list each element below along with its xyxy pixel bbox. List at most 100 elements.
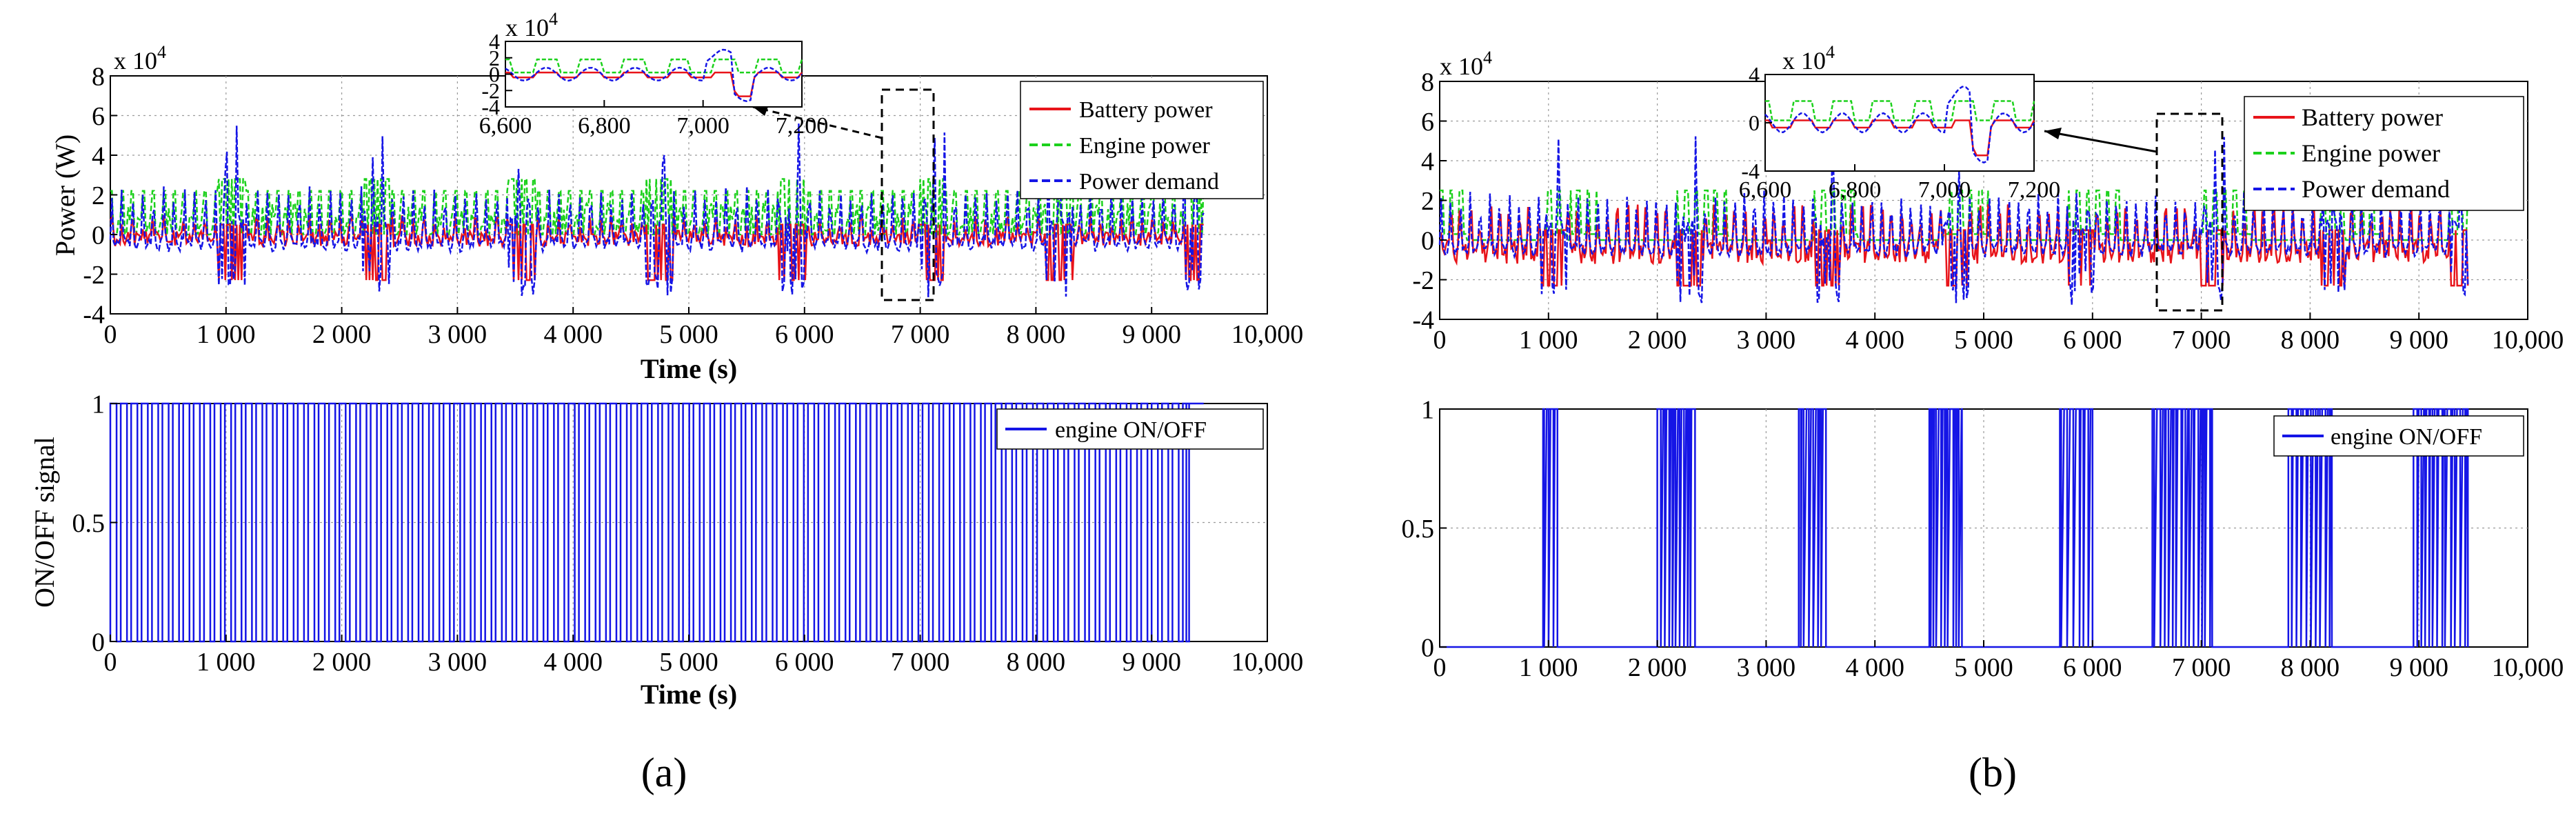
y-tick-label: 4 <box>489 29 500 54</box>
zoom-region-box <box>2155 112 2224 312</box>
inset-series <box>505 48 803 102</box>
legend: Battery power Engine power Power demand <box>1020 81 1264 199</box>
y-axis-label: ON/OFF signal <box>29 437 60 608</box>
x-tick-label: 0 <box>1433 326 1447 355</box>
inset-engine-power <box>1765 100 2035 121</box>
y-tick-label: 2 <box>92 181 105 210</box>
y-tick-label: 0 <box>92 628 105 657</box>
y-tick-label: -4 <box>83 300 105 329</box>
x-tick-label: 7 000 <box>891 320 950 349</box>
x-tick-label: 7 000 <box>2172 326 2231 355</box>
y-tick-label: -4 <box>1741 159 1760 183</box>
inset-chart: 40-4 6,600 6,800 7,000 7,200 x 104 <box>1739 42 2061 203</box>
x-tick-label: 6 000 <box>775 648 834 677</box>
y-tick-labels: 8 6 4 2 0 -2 -4 <box>1412 68 1447 335</box>
inset-frame <box>505 41 803 108</box>
x-tick-label: 10,000 <box>1231 648 1304 677</box>
x-tick-label: 5 000 <box>659 320 718 349</box>
x-tick-label: 4 000 <box>1845 653 1904 682</box>
series-engine-power <box>110 178 1205 237</box>
y-tick-label: 0 <box>1749 110 1760 135</box>
y-tick-labels: 10.50 <box>1402 395 1447 662</box>
legend-label-onoff: engine ON/OFF <box>2331 424 2482 450</box>
series-group <box>1440 408 2469 648</box>
x-tick-label: 6,600 <box>479 113 532 139</box>
x-tick-label: 6,600 <box>1739 177 1792 203</box>
y-multiplier: x 104 <box>114 42 166 74</box>
legend-label-battery: Battery power <box>2302 103 2443 131</box>
multiplier-exponent: 4 <box>1826 42 1835 62</box>
x-tick-label: 4 000 <box>543 648 603 677</box>
inset-power-demand <box>505 48 803 102</box>
x-tick-label: 6 000 <box>775 320 834 349</box>
x-tick-label: 7,000 <box>676 113 729 139</box>
x-tick-label: 9 000 <box>2389 653 2448 682</box>
x-tick-label: 7 000 <box>2172 653 2231 682</box>
y-tick-label: 0 <box>1421 226 1434 255</box>
legend-label-demand: Power demand <box>2302 175 2450 203</box>
x-tick-label: 0 <box>104 320 117 349</box>
x-tick-label: 1 000 <box>1519 326 1578 355</box>
inset-series <box>1764 86 2035 164</box>
series-power-demand <box>109 123 1205 297</box>
x-tick-label: 3 000 <box>428 648 487 677</box>
inset-chart: 420-2-4 6,600 6,800 7,000 7,200 x 104 <box>479 9 829 139</box>
x-tick-label: 5 000 <box>1954 326 2013 355</box>
x-tick-label: 2 000 <box>1628 326 1687 355</box>
x-tick-label: 8 000 <box>1007 648 1066 677</box>
y-tick-label: 1 <box>92 390 105 419</box>
x-tick-label: 7 000 <box>891 648 950 677</box>
x-tick-label: 7,000 <box>1918 177 1971 203</box>
x-tick-label: 10,000 <box>1231 320 1304 349</box>
y-axis-label: Power (W) <box>50 135 81 257</box>
y-tick-label: 8 <box>92 62 105 91</box>
legend: engine ON/OFF <box>996 408 1264 450</box>
y-tick-label: -2 <box>1412 266 1434 295</box>
inset-multiplier: x 104 <box>505 9 558 41</box>
multiplier-exponent: 4 <box>549 9 558 29</box>
x-tick-label: 3 000 <box>1737 653 1796 682</box>
y-tick-label: 0 <box>1421 633 1434 662</box>
x-tick-label: 4 000 <box>1845 326 1904 355</box>
y-multiplier: x 104 <box>1440 48 1492 80</box>
multiplier-text: x 10 <box>114 47 157 74</box>
panel-caption-b: (b) <box>1969 750 2017 795</box>
x-axis-label: Time (s) <box>641 679 737 710</box>
series-engine-onoff <box>109 402 1204 643</box>
inset-y-ticks: 420-2-4 <box>481 29 512 119</box>
multiplier-text: x 10 <box>505 14 549 41</box>
x-tick-label: 10,000 <box>2492 326 2564 355</box>
x-tick-label: 6,800 <box>578 113 631 139</box>
series-group <box>109 123 1205 297</box>
series-group <box>1438 130 2469 306</box>
y-tick-label: 4 <box>1749 62 1760 87</box>
x-tick-label: 10,000 <box>2492 653 2564 682</box>
x-tick-label: 8 000 <box>2281 326 2340 355</box>
legend-label-battery: Battery power <box>1079 97 1213 123</box>
x-tick-label: 5 000 <box>1954 653 2013 682</box>
y-tick-label: 8 <box>1421 68 1434 97</box>
y-tick-labels: 8 6 4 2 0 -2 -4 <box>83 62 117 329</box>
y-tick-labels: 10.50 <box>72 390 117 657</box>
inset-engine-power <box>505 58 803 74</box>
y-tick-label: 2 <box>1421 187 1434 216</box>
x-tick-label: 7,200 <box>776 113 829 139</box>
x-tick-label: 7,200 <box>2008 177 2061 203</box>
y-tick-label: 4 <box>1421 147 1434 176</box>
power-chart-b: 8 6 4 2 0 -2 -4 0 1 000 2 000 3 000 4 000 5 000 6 00… <box>1412 42 2564 355</box>
inset-x-ticks: 6,600 6,800 7,000 7,200 <box>479 100 829 139</box>
multiplier-exponent: 4 <box>157 42 166 62</box>
panel-caption-a: (a) <box>641 750 687 795</box>
legend-label-engine: Engine power <box>1079 133 1210 159</box>
legend-box <box>1020 81 1264 199</box>
x-tick-label: 2 000 <box>312 648 372 677</box>
y-tick-label: -2 <box>481 78 500 103</box>
zoom-arrow <box>752 106 883 139</box>
x-tick-label: 2 000 <box>1628 653 1687 682</box>
inset-x-ticks: 6,600 6,800 7,000 7,200 <box>1739 164 2061 203</box>
